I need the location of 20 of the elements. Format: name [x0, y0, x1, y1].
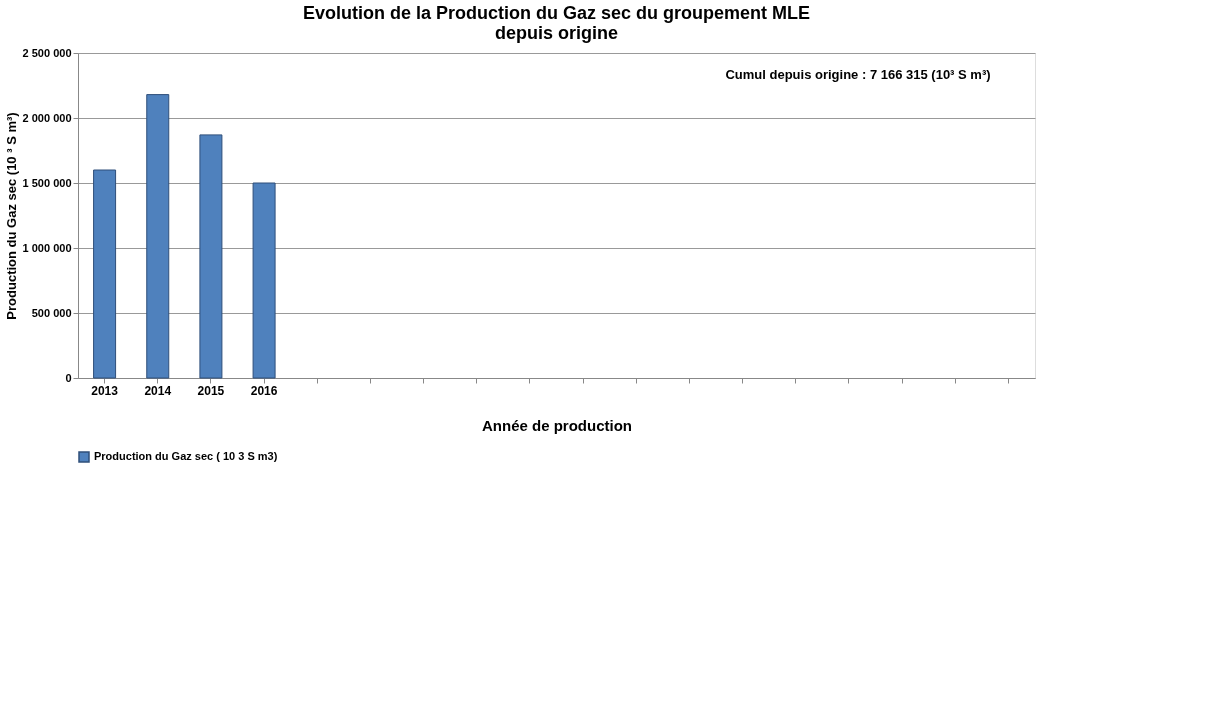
bar — [146, 94, 170, 379]
text: Evolution de la Production du Gaz sec du groupement MLE — [302, 3, 811, 23]
x-tick-label: 2014 — [144, 383, 172, 398]
y-tick-label: 1 500 000 — [22, 176, 72, 189]
x-axis-title: Année de production — [482, 416, 632, 434]
x-tick-label: 2015 — [197, 383, 225, 398]
y-tick-label: 2 500 000 — [22, 46, 72, 59]
x-tick-label: 2013 — [91, 383, 119, 398]
text: depuis origine — [494, 23, 619, 43]
y-tick-label: 0 — [65, 371, 72, 384]
annotation: Cumul depuis origine : 7 166 315 (10³ S m³) — [725, 67, 991, 82]
x-tick-label: 2016 — [250, 383, 278, 398]
y-tick-label: 500 000 — [31, 306, 72, 319]
bar — [252, 182, 276, 379]
bar — [93, 169, 117, 379]
y-tick-label: 1 000 000 — [22, 241, 72, 254]
bar — [199, 134, 223, 379]
legend-label: Production du Gaz sec ( 10 3 S m3) — [94, 450, 278, 462]
y-tick-label: 2 000 000 — [22, 111, 72, 124]
y-axis-title: Production du Gaz sec (10 ³ S m³) — [3, 112, 19, 320]
